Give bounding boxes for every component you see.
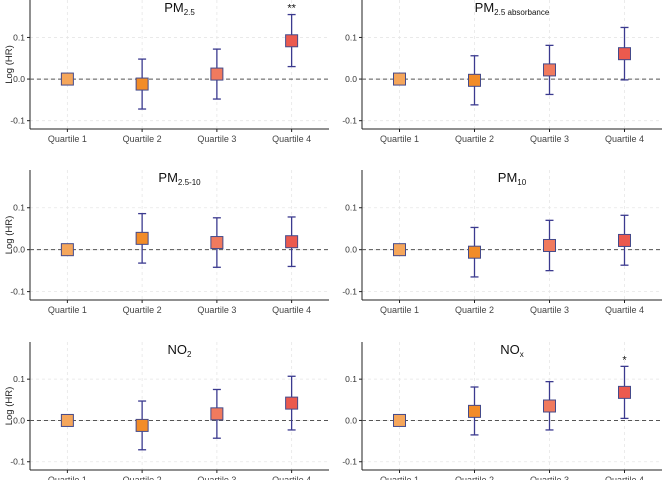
x-tick-label: Quartile 3 [197, 134, 236, 144]
panel-title: NO2 [168, 342, 193, 359]
data-point [60, 243, 74, 257]
y-tick-label: -0.1 [342, 457, 357, 467]
x-tick-label: Quartile 2 [455, 475, 494, 480]
x-tick-label: Quartile 2 [455, 134, 494, 144]
y-tick-label: 0.0 [13, 74, 25, 84]
y-tick-label: 0.1 [13, 32, 25, 42]
x-tick-label: Quartile 2 [455, 305, 494, 315]
data-point [285, 34, 299, 48]
panel-1: -0.1 0.0 0.1 Log (HR) Quartile 1 Quartile 2 Qu… [4, 0, 329, 144]
y-tick-label: 0.1 [345, 32, 357, 42]
panel-3: -0.1 0.0 0.1 Log (HR) Quartile 1 Quartile 2 Qu… [4, 170, 329, 315]
x-tick-label: Quartile 1 [380, 475, 419, 480]
y-tick-label: 0.1 [13, 203, 25, 213]
data-point [60, 72, 74, 86]
y-axis-label: Log (HR) [4, 216, 15, 255]
y-tick-label: -0.1 [10, 457, 25, 467]
x-tick-label: Quartile 3 [197, 305, 236, 315]
x-tick-label: Quartile 1 [380, 134, 419, 144]
data-point [285, 235, 299, 249]
data-point [393, 413, 406, 427]
panel-title: PM10 [498, 170, 527, 187]
x-tick-label: Quartile 1 [380, 305, 419, 315]
y-tick-label: 0.0 [13, 245, 25, 255]
significance-marker: * [622, 354, 627, 366]
data-point [618, 385, 631, 399]
y-tick-label: -0.1 [342, 116, 357, 126]
y-tick-label: 0.0 [345, 74, 357, 84]
data-point [468, 404, 481, 418]
y-tick-label: -0.1 [10, 116, 25, 126]
data-point [543, 399, 556, 413]
panel-2: -0.1 0.0 0.1 Quartile 1 Quartile 2 Quartile 3… [342, 0, 662, 144]
y-tick-label: -0.1 [342, 287, 357, 297]
x-tick-label: Quartile 3 [530, 134, 569, 144]
y-axis-label: Log (HR) [4, 45, 15, 84]
y-tick-label: 0.1 [13, 374, 25, 384]
y-tick-label: 0.0 [13, 415, 25, 425]
x-tick-label: Quartile 1 [48, 475, 87, 480]
data-point [210, 236, 224, 250]
data-point [135, 231, 149, 245]
data-point [210, 407, 224, 421]
data-point [60, 413, 74, 427]
panel-title: PM2.5 absorbance [475, 0, 550, 17]
y-tick-label: 0.0 [345, 245, 357, 255]
data-point [543, 63, 556, 77]
y-tick-label: 0.0 [345, 415, 357, 425]
data-point [618, 47, 631, 61]
x-tick-label: Quartile 3 [197, 475, 236, 480]
y-tick-label: 0.1 [345, 374, 357, 384]
x-tick-label: Quartile 4 [605, 305, 644, 315]
x-tick-label: Quartile 1 [48, 134, 87, 144]
significance-marker: ** [287, 3, 296, 15]
data-point [618, 233, 631, 247]
x-tick-label: Quartile 4 [605, 134, 644, 144]
data-point [135, 418, 149, 432]
x-tick-label: Quartile 2 [123, 305, 162, 315]
data-point [543, 238, 556, 252]
y-tick-label: 0.1 [345, 203, 357, 213]
x-tick-label: Quartile 4 [272, 134, 311, 144]
panel-6: -0.1 0.0 0.1 Quartile 1 Quartile 2 Quartile 3… [342, 342, 662, 480]
data-point [210, 67, 224, 81]
x-tick-label: Quartile 1 [48, 305, 87, 315]
data-point [285, 396, 299, 410]
panel-title: PM2.5 [164, 0, 195, 17]
panel-title: NOx [500, 342, 524, 359]
x-tick-label: Quartile 3 [530, 305, 569, 315]
data-point [135, 77, 149, 91]
x-tick-label: Quartile 2 [123, 134, 162, 144]
x-tick-label: Quartile 2 [123, 475, 162, 480]
panel-4: -0.1 0.0 0.1 Quartile 1 Quartile 2 Quartile 3… [342, 170, 662, 315]
x-tick-label: Quartile 4 [272, 475, 311, 480]
data-point [393, 72, 406, 86]
panel-5: -0.1 0.0 0.1 Log (HR) Quartile 1 Quartile 2 Qu… [4, 342, 329, 480]
panel-title: PM2.5-10 [158, 170, 201, 187]
y-tick-label: -0.1 [10, 287, 25, 297]
data-point [468, 245, 481, 259]
x-tick-label: Quartile 4 [272, 305, 311, 315]
data-point [393, 243, 406, 257]
data-point [468, 73, 481, 87]
y-axis-label: Log (HR) [4, 387, 15, 426]
x-tick-label: Quartile 4 [605, 475, 644, 480]
x-tick-label: Quartile 3 [530, 475, 569, 480]
